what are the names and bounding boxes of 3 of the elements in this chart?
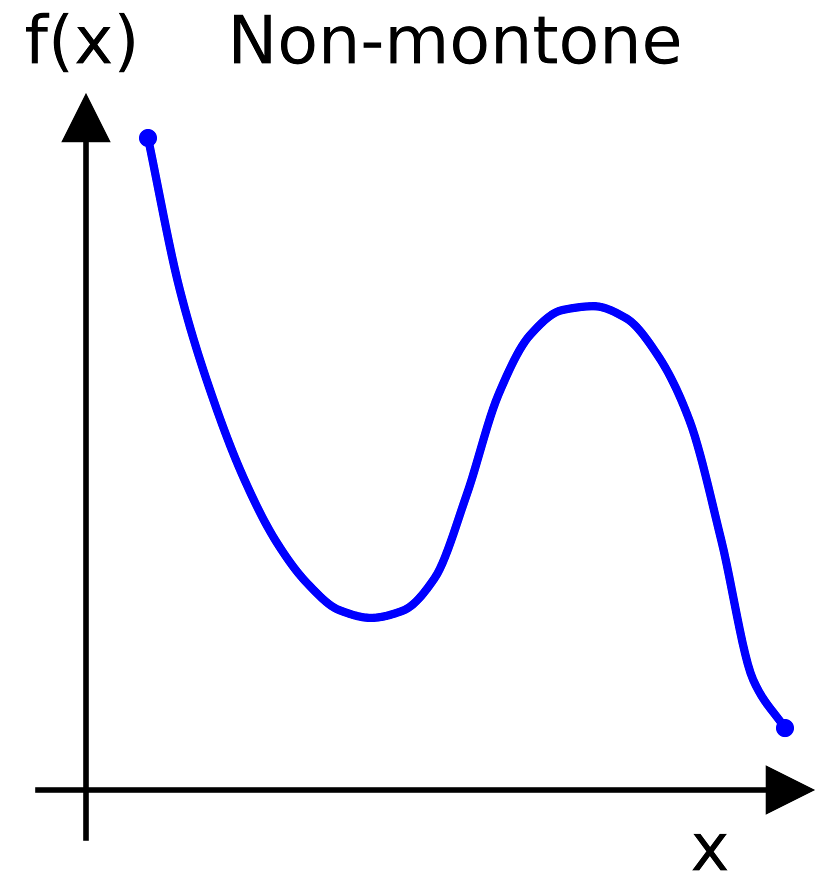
x-axis-title: x [692,834,728,870]
chart-title: Non-montone [234,14,680,64]
y-axis-title: f(x) [26,12,134,72]
